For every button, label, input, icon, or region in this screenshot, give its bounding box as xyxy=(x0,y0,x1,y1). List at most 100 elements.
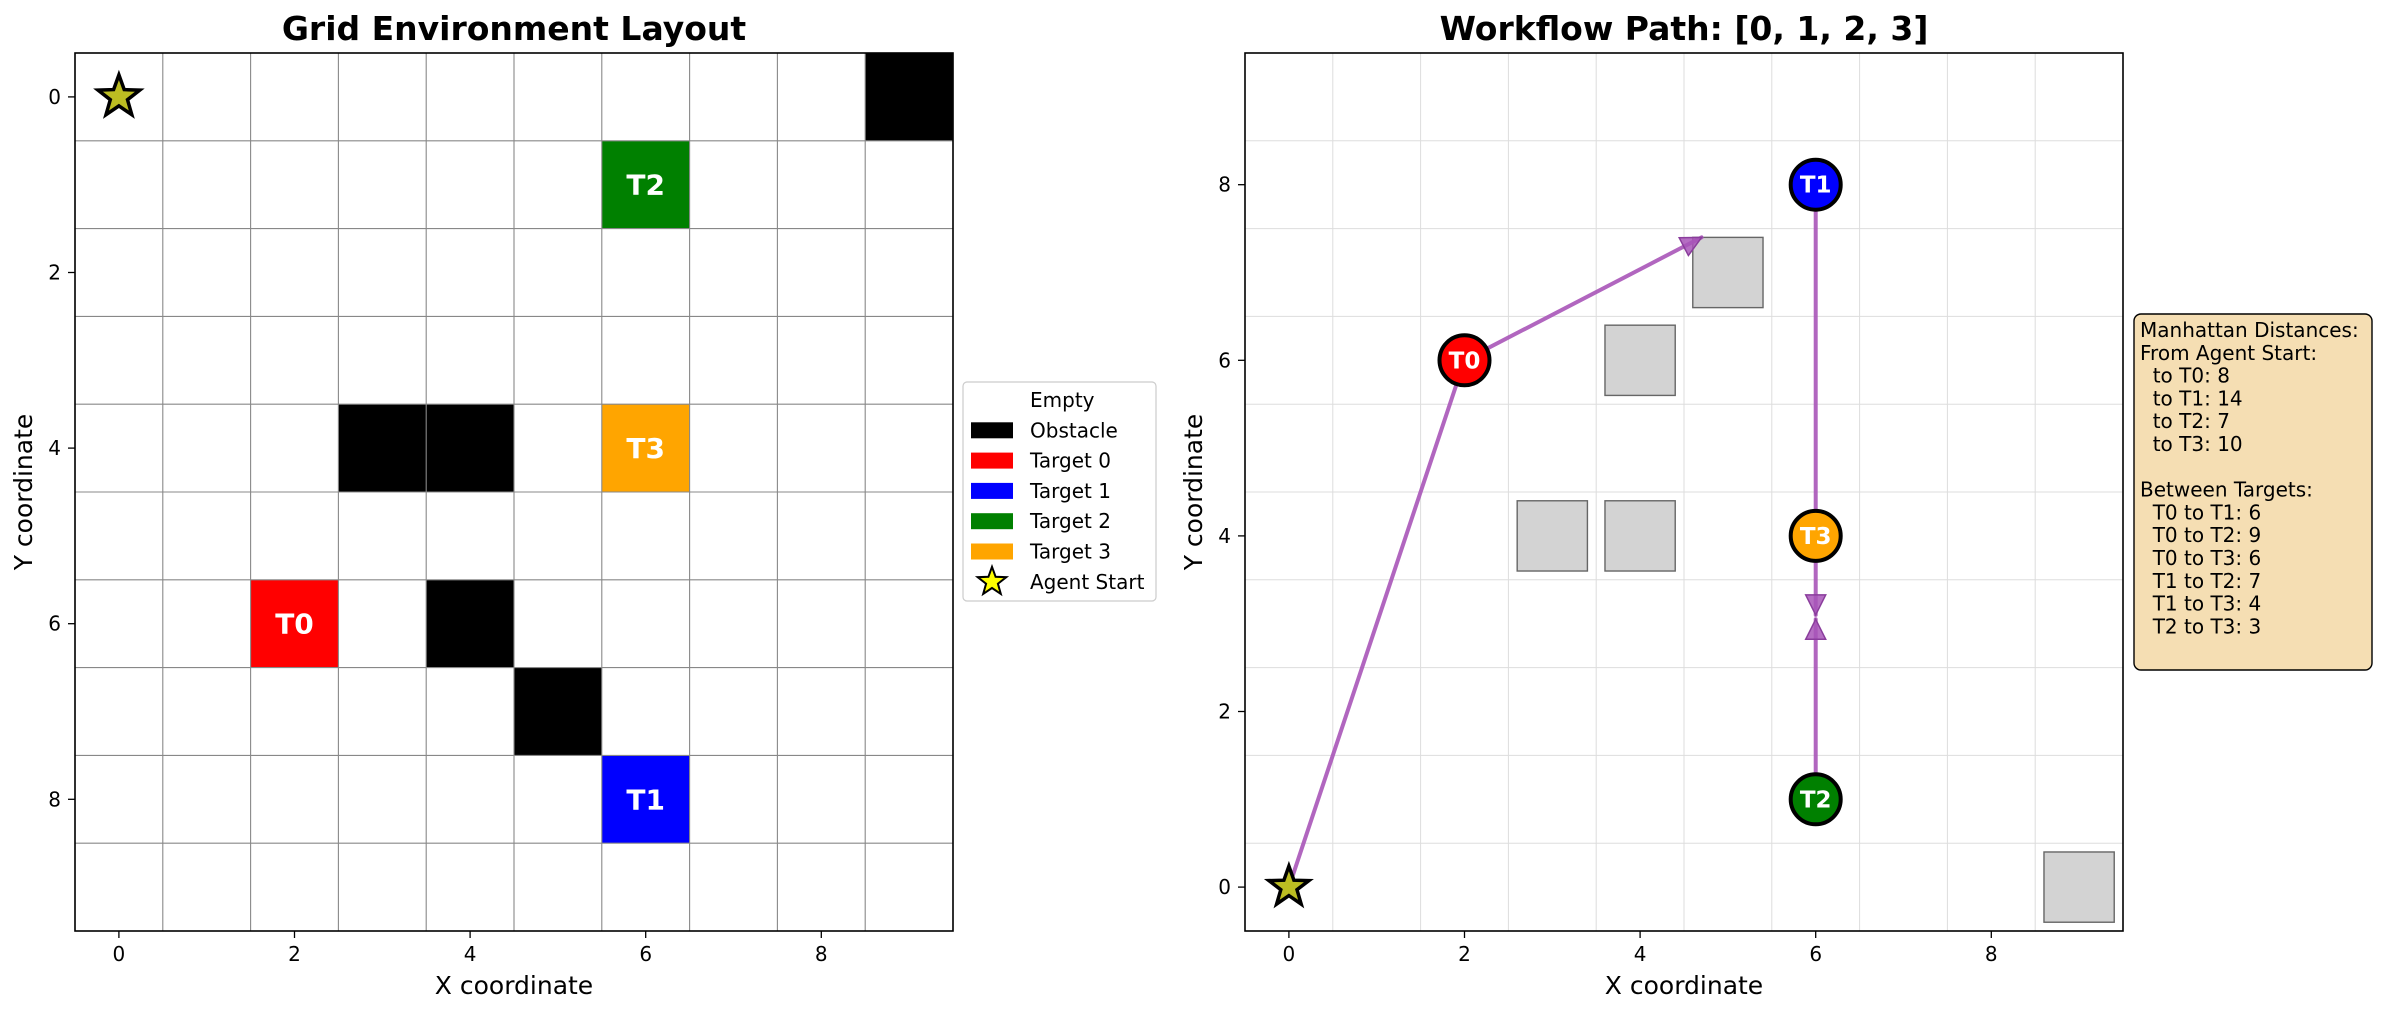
y-tick-label: 6 xyxy=(1218,348,1231,372)
annotation-line: T0 to T2: 9 xyxy=(2140,523,2261,547)
legend-label: Empty xyxy=(1030,388,1095,412)
grid-cells xyxy=(250,53,953,844)
obstacle-markers xyxy=(1516,236,2115,923)
target-node-t2 xyxy=(1788,772,1843,827)
workflow-path-panel: Workflow Path: [0, 1, 2, 3] T0 T1 T2 T3 0 2 4… xyxy=(1179,9,2373,1000)
path-arrowhead xyxy=(1804,617,1827,641)
annotation-line: Manhattan Distances: xyxy=(2140,318,2359,342)
path-arrowhead xyxy=(1677,236,1704,257)
target-cell-label: T0 xyxy=(275,608,314,641)
left-chart-title: Grid Environment Layout xyxy=(282,9,747,48)
annotation-lines: Manhattan Distances:From Agent Start: to… xyxy=(2140,318,2359,638)
y-tick-label: 2 xyxy=(48,261,61,285)
target-cell-label: T3 xyxy=(626,432,665,465)
annotation-line: to T0: 8 xyxy=(2140,364,2230,388)
right-x-ticks: 0 2 4 6 8 xyxy=(1283,931,1998,966)
annotation-line: Between Targets: xyxy=(2140,478,2313,502)
legend-label: Target 1 xyxy=(1029,479,1111,503)
annotation-line: T0 to T3: 6 xyxy=(2140,546,2261,570)
legend-label: Target 2 xyxy=(1029,509,1111,533)
target-node-label: T1 xyxy=(1800,173,1832,199)
target-cell-labels: T0 T1 T2 T3 xyxy=(275,169,665,817)
target-cell-t3 xyxy=(601,404,690,492)
y-tick-label: 4 xyxy=(48,436,61,460)
annotation-line: T2 to T3: 3 xyxy=(2140,614,2261,638)
path-arrowhead xyxy=(1804,594,1827,617)
x-tick-label: 2 xyxy=(1458,942,1471,966)
target-node-label: T2 xyxy=(1800,787,1832,813)
x-tick-label: 4 xyxy=(464,942,477,966)
target-cell-t2 xyxy=(601,140,690,229)
y-tick-label: 0 xyxy=(48,85,61,109)
obstacle-cell xyxy=(865,53,953,141)
x-tick-label: 2 xyxy=(288,942,301,966)
target-cell-label: T2 xyxy=(626,169,665,202)
agent-start-marker xyxy=(93,69,145,119)
right-y-ticks: 0 2 4 6 8 xyxy=(1218,173,1245,899)
obstacle-cell xyxy=(426,404,514,492)
legend-label: Agent Start xyxy=(1030,570,1145,594)
left-y-ticks: 0 2 4 6 8 xyxy=(48,85,75,811)
target-cell-t0 xyxy=(250,579,339,668)
target-node-t0 xyxy=(1437,333,1492,388)
distance-annotation: Manhattan Distances:From Agent Start: to… xyxy=(2133,313,2373,671)
obstacle-cell xyxy=(338,404,427,492)
obstacle-marker xyxy=(2043,851,2115,923)
x-tick-label: 6 xyxy=(1809,942,1822,966)
path-segment xyxy=(1286,358,1467,890)
annotation-line: T1 to T2: 7 xyxy=(2140,569,2261,593)
target-node-label: T3 xyxy=(1800,524,1832,550)
annotation-line: to T1: 14 xyxy=(2140,386,2243,410)
grid-environment-panel: Grid Environment Layout T0 T1 T2 T3 0 2 4 6 8 0… xyxy=(9,9,1157,1000)
right-x-axis-label: X coordinate xyxy=(1605,971,1763,1000)
legend-label: Target 0 xyxy=(1029,449,1111,473)
legend-swatch xyxy=(971,513,1013,530)
annotation-line: T1 to T3: 4 xyxy=(2140,592,2261,616)
x-tick-label: 0 xyxy=(113,942,126,966)
x-tick-label: 6 xyxy=(639,942,652,966)
left-plot-frame xyxy=(74,52,954,932)
annotation-line: T0 to T1: 6 xyxy=(2140,500,2261,524)
workflow-path xyxy=(1286,182,1827,890)
x-tick-label: 0 xyxy=(1283,942,1296,966)
target-cell-label: T1 xyxy=(626,783,665,816)
legend-label: Target 3 xyxy=(1029,540,1111,564)
annotation-line: to T2: 7 xyxy=(2140,409,2230,433)
obstacle-marker xyxy=(1516,500,1589,572)
right-plot-frame xyxy=(1244,52,2124,932)
right-chart-title: Workflow Path: [0, 1, 2, 3] xyxy=(1440,9,1929,48)
y-tick-label: 8 xyxy=(1218,173,1231,197)
left-y-axis-label: Y coordinate xyxy=(9,414,38,572)
path-segment xyxy=(1462,235,1704,363)
target-node-t3 xyxy=(1788,508,1843,563)
obstacle-marker xyxy=(1604,324,1676,397)
target-node-t1 xyxy=(1788,157,1843,212)
agent-start-star-path xyxy=(1263,860,1314,909)
legend-swatch xyxy=(971,543,1013,560)
legend: Empty Obstacle Target 0 Target 1 Target 2 Tar… xyxy=(962,381,1157,602)
x-tick-label: 8 xyxy=(1985,942,1998,966)
y-tick-label: 0 xyxy=(1218,875,1231,899)
agent-start-star xyxy=(93,69,145,119)
obstacle-cell xyxy=(426,579,514,668)
obstacle-marker xyxy=(1692,236,1764,309)
obstacle-cell xyxy=(514,667,602,756)
left-x-ticks: 0 2 4 6 8 xyxy=(113,931,828,966)
target-cell-t1 xyxy=(601,755,690,844)
legend-items: Empty Obstacle Target 0 Target 1 Target 2 Tar… xyxy=(971,388,1145,597)
target-node-label: T0 xyxy=(1449,348,1481,374)
x-tick-label: 4 xyxy=(1634,942,1647,966)
x-tick-label: 8 xyxy=(815,942,828,966)
y-tick-label: 4 xyxy=(1218,524,1231,548)
left-x-axis-label: X coordinate xyxy=(435,971,593,1000)
agent-start-marker-path xyxy=(1263,860,1314,909)
target-nodes: T0 T1 T2 T3 xyxy=(1437,157,1843,827)
annotation-line: to T3: 10 xyxy=(2140,432,2243,456)
right-y-axis-label: Y coordinate xyxy=(1179,414,1208,572)
legend-swatch-star xyxy=(974,563,1010,597)
y-tick-label: 2 xyxy=(1218,700,1231,724)
y-tick-label: 6 xyxy=(48,612,61,636)
annotation-box xyxy=(2133,313,2373,671)
legend-swatch xyxy=(971,482,1013,499)
